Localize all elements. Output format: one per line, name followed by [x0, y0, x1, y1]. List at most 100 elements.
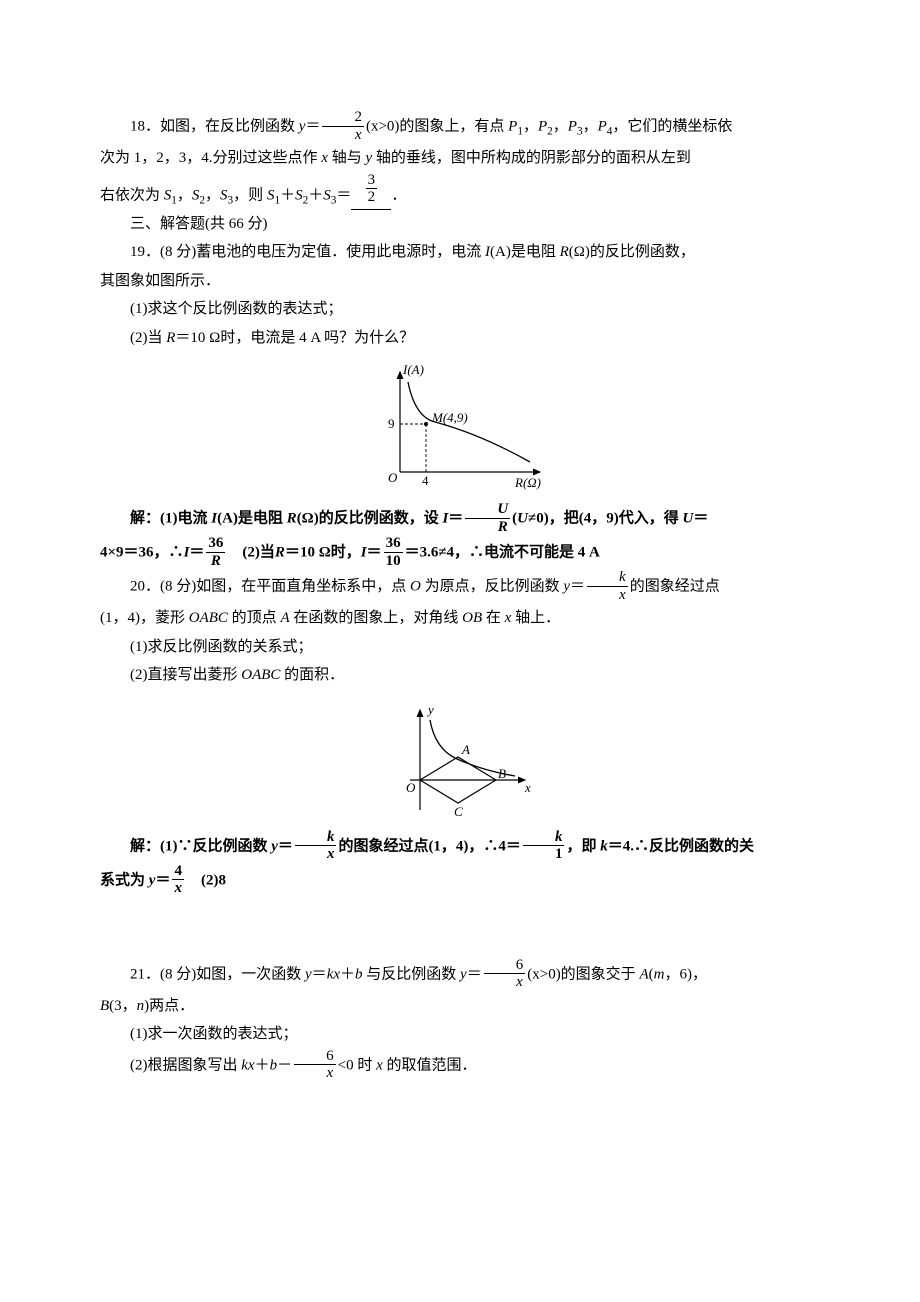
q21-d: x	[484, 973, 526, 991]
q20s-b: 的图象经过点(1，4)，∴4＝	[338, 838, 521, 854]
q18-p2s: 2	[547, 125, 553, 137]
q19s2-eq2: ＝	[367, 544, 382, 560]
q20s2-n: 4	[172, 863, 184, 880]
q19s-un: U	[465, 501, 510, 518]
q19s-eq: ＝	[448, 510, 463, 526]
q20-p2b: OABC	[241, 667, 280, 683]
q20s-frac: kx	[295, 829, 337, 863]
q19s-e: ≠0)，把(4，9)代入，得	[528, 510, 679, 526]
q19s-R: R	[287, 510, 297, 526]
q20s-eq: ＝	[278, 838, 293, 854]
q20-eq: ＝	[570, 578, 585, 594]
q18-s2a: S	[295, 187, 303, 203]
q20s-n2: k	[523, 829, 565, 846]
q20-x: x	[505, 610, 512, 626]
q19-IA: (A)是电阻	[490, 244, 556, 260]
q21-p2c: <0 时	[338, 1057, 373, 1073]
q18-p3s: 3	[577, 125, 583, 137]
q18-tb: ，它们的横坐标依	[612, 118, 732, 134]
q18-fden: x	[322, 126, 364, 144]
q20-l2e: 轴上．	[515, 610, 560, 626]
q20-d: x	[587, 586, 628, 604]
q21-B: B	[100, 998, 109, 1014]
q18-p1s: 1	[517, 125, 523, 137]
q19-svg: M(4,9) 9 4 O I(A) R(Ω)	[360, 362, 560, 492]
q19-Ro: (Ω)的反比例函数，	[569, 244, 695, 260]
q19-line1: 19．(8 分)蓄电池的电压为定值．使用此电源时，电流 I(A)是电阻 R(Ω)…	[100, 238, 820, 267]
q19s2-R: R	[275, 544, 285, 560]
q18-line1: 18．如图，在反比例函数 y＝2x(x>0)的图象上，有点 P1，P2，P3，P…	[100, 110, 820, 144]
q18-p1: P	[508, 118, 517, 134]
q21-line1: 21．(8 分)如图，一次函数 y＝kx＋b 与反比例函数 y＝6x(x>0)的…	[100, 958, 820, 992]
section3-header: 三、解答题(共 66 分)	[100, 210, 820, 239]
q19s-a: 解：(1)电流	[130, 510, 208, 526]
q18-anum: 3	[366, 172, 378, 189]
q19s2-c: ＝3.6≠4，∴电流不可能是 4 A	[405, 544, 600, 560]
q18-p1p: ＋	[280, 187, 295, 203]
q21-p2kx: kx	[241, 1057, 254, 1073]
q21-eq: ＝	[312, 966, 327, 982]
q19-p2a: (2)当	[130, 330, 163, 346]
q20f-C: C	[454, 804, 463, 819]
q21-p2a: (2)根据图象写出	[130, 1057, 238, 1073]
q19-R: R	[560, 244, 569, 260]
q21-p2frac: 6x	[294, 1048, 336, 1082]
q21-h: 21．(8 分)如图，一次函数	[130, 966, 301, 982]
q18-l2a: 次为 1，2，3，4.分别过这些点作	[100, 150, 318, 166]
q20s2-frac: 4x	[172, 863, 184, 897]
q20s-k: k	[600, 838, 608, 854]
spacer	[100, 898, 820, 958]
q19s-b: (A)是电阻	[217, 510, 283, 526]
q20-n: k	[587, 569, 628, 586]
q19-p2b: ＝10 Ω时，电流是 4 A 吗？为什么？	[175, 330, 414, 346]
q20-p1: (1)求反比例函数的关系式；	[100, 633, 820, 662]
q21-y: y	[305, 966, 312, 982]
q18-x: x	[321, 150, 328, 166]
q18-l2c: 轴的垂线，图中所构成的阴影部分的面积从左到	[376, 150, 691, 166]
q19-p1: (1)求这个反比例函数的表达式；	[100, 295, 820, 324]
q21-frac: 6x	[484, 957, 526, 991]
q18-l2b: 轴与	[332, 150, 362, 166]
q20s-d3: ＝4.∴反比例函数的关	[608, 838, 754, 854]
q18-p2: P	[538, 118, 547, 134]
q20-figure: y x O A B C	[100, 700, 820, 820]
q19-sol-line2: 4×9＝36，∴I＝36R (2)当R＝10 Ω时，I＝3610＝3.6≠4，∴…	[100, 536, 820, 570]
q19s-ud: R	[465, 518, 510, 536]
q20f-x: x	[524, 780, 531, 795]
q18-p3: P	[568, 118, 577, 134]
q20-h: 20．(8 分)如图，在平面直角坐标系中，点	[130, 578, 406, 594]
q18-ans: 32	[366, 172, 378, 206]
q19-sol-line1: 解：(1)电流 I(A)是电阻 R(Ω)的反比例函数，设 I＝UR(U≠0)，把…	[100, 502, 820, 536]
q20-h3: 的图象经过点	[630, 578, 720, 594]
q18-cond: (x>0)的图象上，有点	[366, 118, 504, 134]
q19s2-frac2: 3610	[384, 535, 403, 569]
q19-h: 19．(8 分)蓄电池的电压为定值．使用此电源时，电流	[130, 244, 481, 260]
q19-line2: 其图象如图所示．	[100, 267, 820, 296]
q21-Aa2: ，6)，	[664, 966, 707, 982]
q20f-y: y	[426, 702, 434, 717]
q21-p1: (1)求一次函数的表达式；	[100, 1020, 820, 1049]
q21-cond: (x>0)的图象交于	[527, 966, 635, 982]
q20-A: A	[280, 610, 289, 626]
q19s-c: (Ω)的反比例函数，设	[297, 510, 439, 526]
q19-fig-4: 4	[422, 473, 429, 488]
q18-blank: 32	[351, 173, 391, 210]
q20s2-b: (2)8	[186, 872, 226, 888]
q21-l2b: (3，	[109, 998, 137, 1014]
q19s2-a: 4×9＝36，∴	[100, 544, 184, 560]
q21-h2: 与反比例函数	[366, 966, 456, 982]
q19s2-n2: 36	[384, 535, 403, 552]
q20f-O: O	[406, 780, 416, 795]
q20s-d2: 1	[523, 845, 565, 863]
q21-line2: B(3，n)两点．	[100, 992, 820, 1021]
q18-s3: S	[220, 187, 228, 203]
q18-s2s: 2	[199, 194, 205, 206]
q20-sol-line1: 解：(1)∵反比例函数 y＝kx的图象经过点(1，4)，∴4＝k1，即 k＝4.…	[100, 830, 820, 864]
q21-eq2: ＝	[467, 966, 482, 982]
q18-aden: 2	[366, 188, 378, 206]
q19s-U2: U	[682, 510, 693, 526]
q18-p2p: ＋	[308, 187, 323, 203]
q18-dot: ．	[391, 187, 406, 203]
q18-p4: P	[598, 118, 607, 134]
q19s2-b: ＝10 Ω时，	[285, 544, 361, 560]
